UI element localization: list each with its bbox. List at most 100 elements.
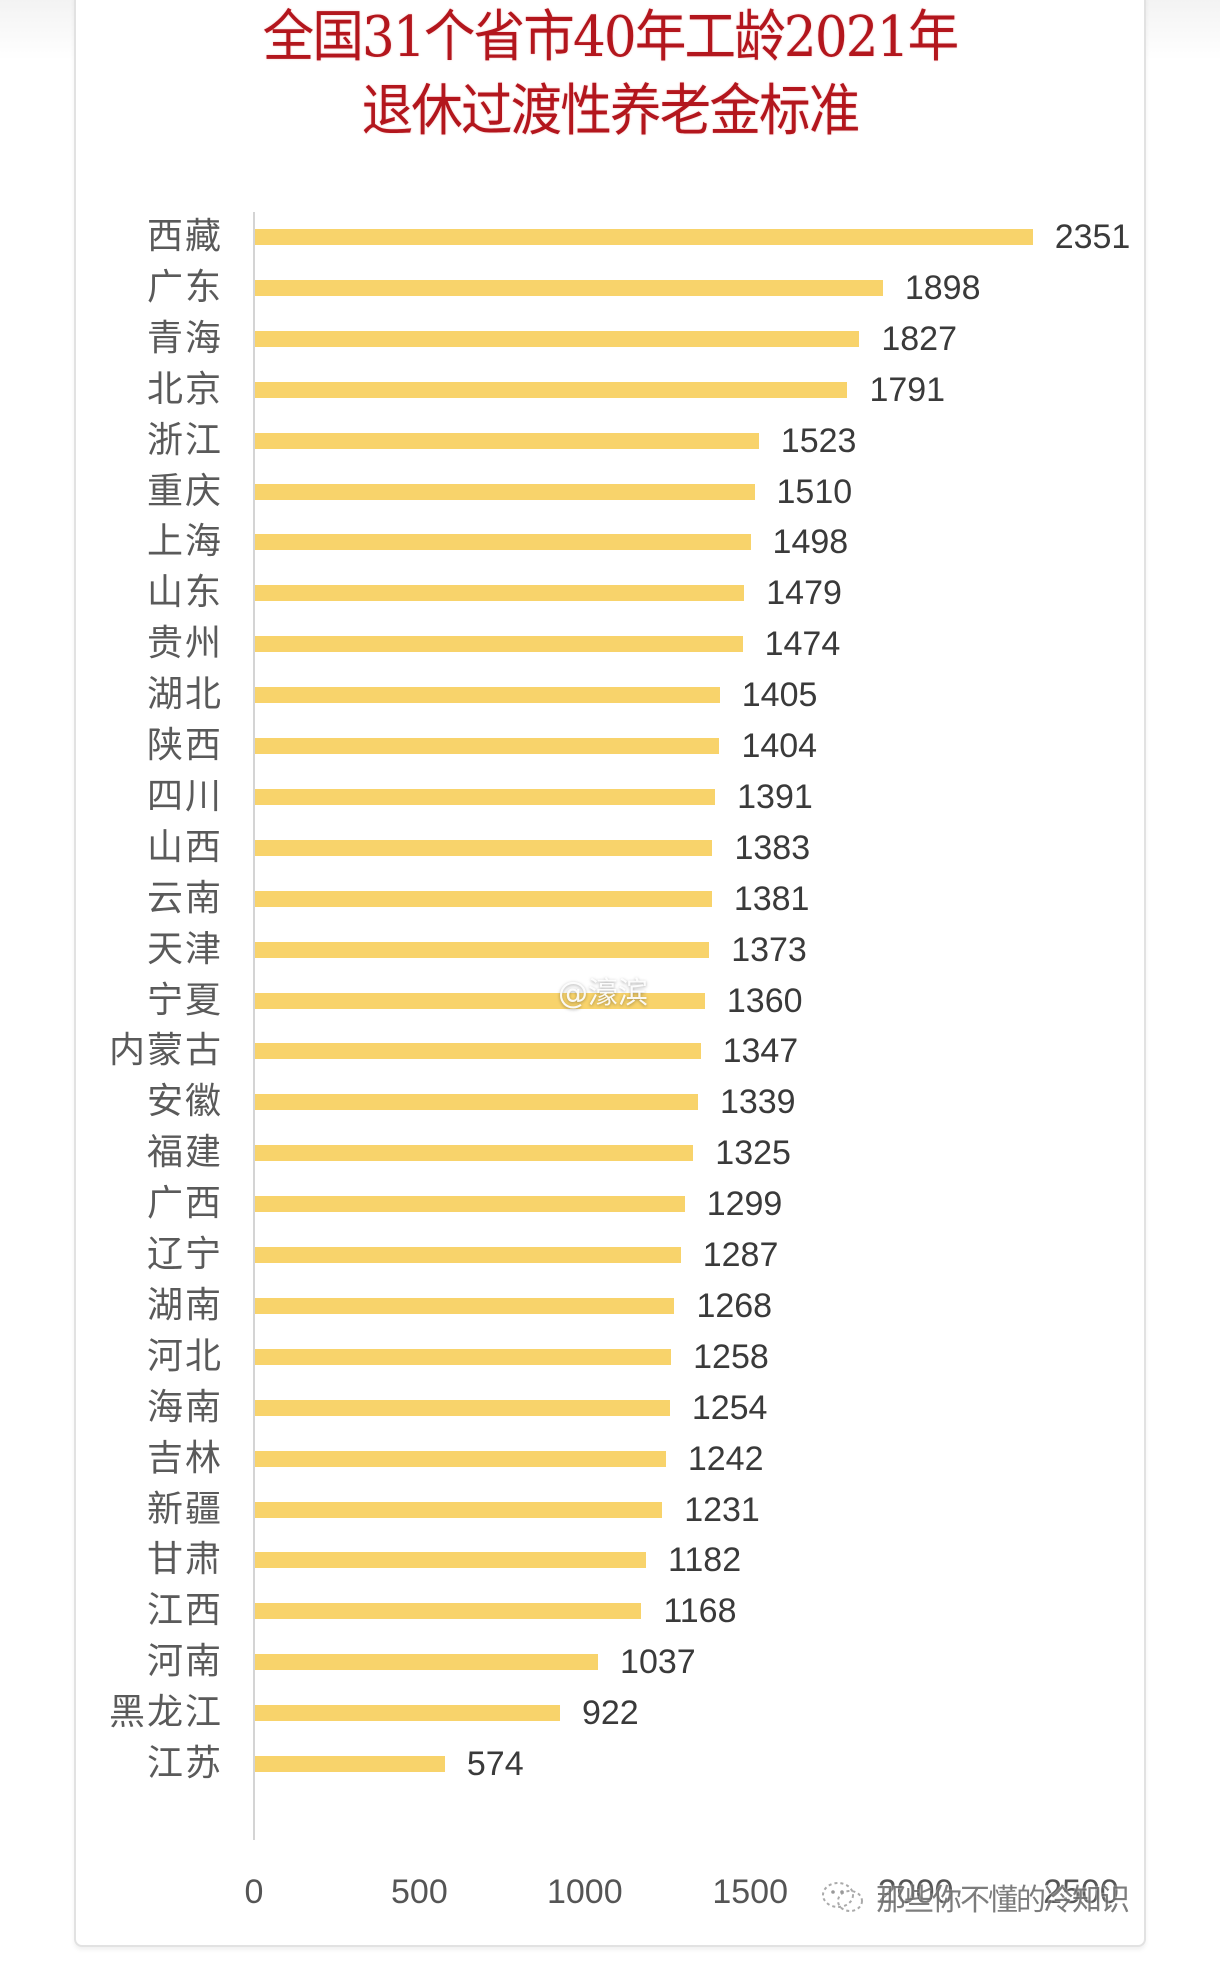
value-label: 1898 [904, 268, 981, 307]
category-label: 广东 [146, 266, 223, 308]
chart-title-line2: 退休过渡性养老金标准 [361, 79, 861, 144]
bar-row: 陕西 1404 [0, 721, 1220, 771]
bar [255, 1247, 681, 1263]
bar-row: 浙江 1523 [0, 416, 1220, 466]
category-label: 四川 [146, 775, 223, 817]
bar-row: 宁夏 1360 [0, 976, 1220, 1026]
value-label: 1391 [737, 777, 813, 816]
category-label: 云南 [146, 877, 223, 919]
value-label: 1182 [668, 1541, 742, 1580]
x-tick-label: 2500 [1043, 1873, 1119, 1911]
bar-row: 湖北 1405 [0, 670, 1220, 720]
bar [255, 1603, 642, 1620]
category-label: 北京 [146, 368, 223, 410]
bar-row: 北京 1791 [0, 365, 1220, 415]
bar [255, 1654, 599, 1671]
bar [255, 279, 883, 296]
bar [255, 687, 720, 704]
bar [255, 432, 759, 449]
value-label: 1360 [726, 981, 803, 1020]
category-label: 新疆 [146, 1488, 223, 1530]
y-axis-line [253, 212, 255, 1840]
bar [255, 1399, 670, 1416]
category-label: 内蒙古 [108, 1030, 223, 1072]
bar-row: 云南 1381 [0, 874, 1220, 924]
bar [255, 788, 716, 805]
category-label: 甘肃 [146, 1539, 223, 1581]
bar-row: 内蒙古 1347 [0, 1026, 1220, 1076]
bar [255, 1450, 666, 1467]
category-label: 山西 [146, 826, 223, 868]
bar-row: 新疆 1231 [0, 1485, 1220, 1535]
bar-row: 青海 1827 [0, 314, 1220, 364]
bar [255, 1297, 675, 1314]
bar-row: 上海 1498 [0, 517, 1220, 567]
bar [255, 1348, 672, 1365]
bar [255, 1094, 698, 1111]
value-label: 1827 [881, 319, 957, 358]
category-label: 湖南 [146, 1284, 223, 1326]
bar-row: 黑龙江 922 [0, 1688, 1220, 1738]
x-tick-label: 1000 [546, 1873, 623, 1911]
bar-row: 安徽 1339 [0, 1077, 1220, 1127]
category-label: 黑龙江 [108, 1692, 223, 1734]
category-label: 安徽 [146, 1081, 223, 1123]
bar [255, 1501, 663, 1518]
x-tick-label: 1500 [712, 1873, 789, 1911]
bar-row: 四川 1391 [0, 772, 1220, 822]
value-label: 1037 [620, 1643, 696, 1682]
bar-row: 河北 1258 [0, 1332, 1220, 1382]
bar-row: 河南 1037 [0, 1637, 1220, 1687]
bar [255, 330, 860, 347]
value-label: 1242 [687, 1439, 764, 1478]
bar [255, 941, 710, 958]
bar-row: 福建 1325 [0, 1128, 1220, 1178]
value-label: 1404 [741, 727, 818, 765]
bar [255, 738, 720, 754]
bar-row: 重庆 1510 [0, 467, 1220, 517]
category-label: 宁夏 [146, 979, 223, 1021]
bar-row: 辽宁 1287 [0, 1230, 1220, 1280]
bar [255, 890, 712, 907]
value-label: 1268 [696, 1286, 773, 1325]
category-label: 河南 [146, 1641, 223, 1683]
value-label: 1381 [733, 879, 810, 918]
category-label: 湖北 [146, 674, 223, 716]
value-label: 1287 [702, 1236, 779, 1274]
wechat-icon [820, 1880, 866, 1914]
category-label: 海南 [146, 1386, 223, 1428]
bar-row: 广东 1898 [0, 263, 1220, 313]
value-label: 1383 [734, 828, 811, 867]
bar-row: 甘肃 1182 [0, 1535, 1220, 1585]
bar [255, 381, 848, 398]
value-label: 1339 [719, 1083, 796, 1122]
category-label: 上海 [146, 521, 223, 563]
x-tick-label: 500 [391, 1873, 448, 1911]
value-label: 1479 [766, 574, 842, 613]
bar-row: 湖南 1268 [0, 1281, 1220, 1331]
category-label: 河北 [146, 1335, 223, 1377]
value-label: 1254 [691, 1388, 768, 1427]
bar-row: 西藏 2351 [0, 212, 1220, 262]
category-label: 广西 [146, 1183, 223, 1225]
value-label: 1258 [693, 1337, 769, 1376]
value-label: 1405 [741, 676, 818, 715]
value-label: 1791 [869, 370, 946, 409]
bar-row: 山西 1383 [0, 823, 1220, 873]
category-label: 江苏 [146, 1743, 223, 1784]
value-label: 1498 [772, 523, 849, 562]
value-label: 1474 [764, 625, 841, 664]
category-label: 重庆 [146, 470, 223, 512]
bar [255, 1552, 646, 1569]
category-label: 青海 [146, 317, 223, 359]
value-label: 1325 [715, 1134, 791, 1173]
watermark-center: @濠滨 [558, 976, 648, 1011]
x-tick-label: 0 [244, 1873, 264, 1911]
value-label: 1347 [722, 1032, 799, 1071]
x-tick-label: 2000 [877, 1873, 954, 1911]
value-label: 1231 [684, 1490, 760, 1529]
bar [255, 1756, 445, 1772]
category-label: 西藏 [146, 216, 223, 257]
bar [255, 1043, 701, 1060]
category-label: 江西 [146, 1590, 223, 1632]
